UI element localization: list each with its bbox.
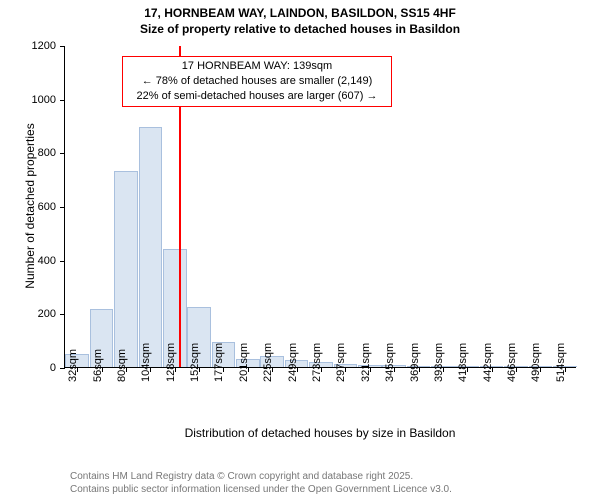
y-tick-mark	[60, 46, 65, 47]
y-tick-mark	[60, 100, 65, 101]
chart-titles: 17, HORNBEAM WAY, LAINDON, BASILDON, SS1…	[0, 0, 600, 37]
x-axis-label: Distribution of detached houses by size …	[64, 426, 576, 440]
y-tick-label: 1000	[0, 94, 56, 106]
y-tick-mark	[60, 314, 65, 315]
y-tick-mark	[60, 368, 65, 369]
annotation-line3: 22% of semi-detached houses are larger (…	[129, 89, 385, 104]
annotation-line2: ← 78% of detached houses are smaller (2,…	[129, 74, 385, 89]
y-tick-mark	[60, 153, 65, 154]
chart-container: 17, HORNBEAM WAY, LAINDON, BASILDON, SS1…	[0, 0, 600, 500]
y-tick-mark	[60, 261, 65, 262]
y-tick-label: 600	[0, 201, 56, 213]
title-subtitle: Size of property relative to detached ho…	[0, 22, 600, 38]
histogram-bar	[114, 171, 138, 367]
y-tick-label: 400	[0, 255, 56, 267]
attribution-line2: Contains public sector information licen…	[70, 483, 452, 496]
title-address: 17, HORNBEAM WAY, LAINDON, BASILDON, SS1…	[0, 6, 600, 22]
annotation-box: 17 HORNBEAM WAY: 139sqm ← 78% of detache…	[122, 56, 392, 107]
y-tick-label: 800	[0, 147, 56, 159]
annotation-line1: 17 HORNBEAM WAY: 139sqm	[129, 59, 385, 74]
histogram-bar	[139, 127, 163, 367]
attribution-line1: Contains HM Land Registry data © Crown c…	[70, 470, 452, 483]
attribution: Contains HM Land Registry data © Crown c…	[70, 470, 452, 496]
y-tick-label: 0	[0, 362, 56, 374]
y-tick-mark	[60, 207, 65, 208]
y-tick-label: 1200	[0, 40, 56, 52]
y-tick-label: 200	[0, 308, 56, 320]
